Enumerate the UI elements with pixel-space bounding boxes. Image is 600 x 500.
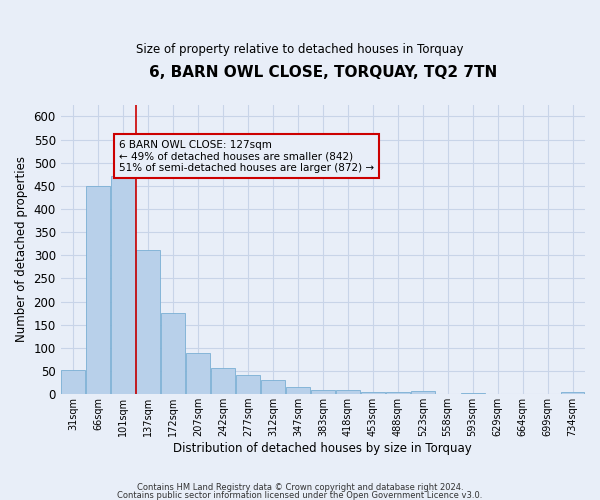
Bar [61,370,85,394]
Bar [261,380,285,394]
Bar [311,390,335,394]
Bar [361,392,385,394]
Bar [411,392,434,394]
Bar [336,390,359,394]
Bar [161,313,185,394]
Bar [386,392,410,394]
Title: 6, BARN OWL CLOSE, TORQUAY, TQ2 7TN: 6, BARN OWL CLOSE, TORQUAY, TQ2 7TN [149,65,497,80]
Bar [86,186,110,394]
Y-axis label: Number of detached properties: Number of detached properties [15,156,28,342]
Text: 6 BARN OWL CLOSE: 127sqm
← 49% of detached houses are smaller (842)
51% of semi-: 6 BARN OWL CLOSE: 127sqm ← 49% of detach… [119,140,374,172]
Bar [286,387,310,394]
Bar [236,374,260,394]
Text: Contains HM Land Registry data © Crown copyright and database right 2024.: Contains HM Land Registry data © Crown c… [137,484,463,492]
Bar [136,250,160,394]
Bar [461,393,485,394]
Text: Size of property relative to detached houses in Torquay: Size of property relative to detached ho… [136,42,464,56]
X-axis label: Distribution of detached houses by size in Torquay: Distribution of detached houses by size … [173,442,472,455]
Bar [560,392,584,394]
Text: Contains public sector information licensed under the Open Government Licence v3: Contains public sector information licen… [118,491,482,500]
Bar [111,176,135,394]
Bar [211,368,235,394]
Bar [186,354,210,394]
